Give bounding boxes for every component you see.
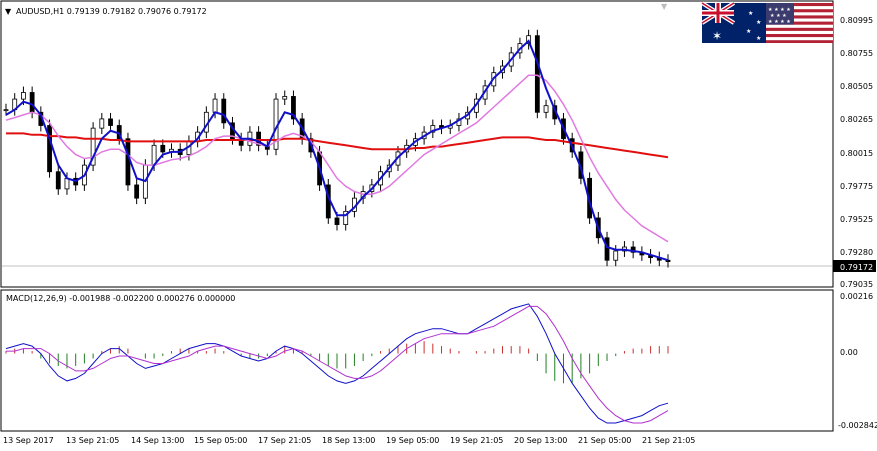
signal-line xyxy=(6,305,669,424)
candle-body xyxy=(613,250,619,261)
australia-flag-icon: ✶ ★ ★ ★ ★ xyxy=(700,1,766,43)
candle-body xyxy=(291,96,296,120)
price-tick-0: 0.80995 xyxy=(840,16,873,25)
candle-body xyxy=(604,237,610,261)
candle-body xyxy=(212,98,218,113)
candle-body xyxy=(47,125,52,173)
candle-body xyxy=(543,105,549,113)
time-label-10: 21 Sep 21:05 xyxy=(642,436,695,445)
macd-tick-1: 0.00 xyxy=(840,348,858,357)
candle-body xyxy=(108,118,113,126)
candle-body xyxy=(134,184,140,199)
time-label-4: 17 Sep 21:05 xyxy=(258,436,311,445)
candle-body xyxy=(55,171,61,190)
svg-text:★: ★ xyxy=(748,10,753,17)
macd-tick-0: 0.00216 xyxy=(840,292,873,301)
candle-body xyxy=(534,35,540,113)
price-axis: 0.80995 0.80755 0.80505 0.80265 0.80015 … xyxy=(833,16,876,289)
candle-body xyxy=(256,131,262,146)
time-label-9: 21 Sep 05:00 xyxy=(578,436,631,445)
candle-body xyxy=(29,92,35,113)
candle-body xyxy=(665,259,671,262)
candle-body xyxy=(221,98,227,124)
svg-text:★ ★ ★ ★: ★ ★ ★ ★ xyxy=(768,7,791,13)
current-price-label: 0.79172 xyxy=(840,263,873,272)
macd-panel[interactable] xyxy=(0,289,834,432)
candle-body xyxy=(64,177,70,190)
candle-body xyxy=(430,125,436,133)
candle-body xyxy=(282,96,288,100)
price-tick-4: 0.80015 xyxy=(840,149,873,158)
svg-text:★ ★ ★ ★: ★ ★ ★ ★ xyxy=(768,19,791,25)
price-tick-2: 0.80505 xyxy=(840,82,873,91)
macd-info: MACD(12,26,9) -0.001988 -0.002200 0.0002… xyxy=(6,294,235,303)
time-label-1: 13 Sep 21:05 xyxy=(66,436,119,445)
price-tick-7: 0.79280 xyxy=(840,248,873,257)
macd-tick-2: -0.002842 xyxy=(838,421,877,430)
candle-body xyxy=(630,246,636,253)
candle-body xyxy=(3,109,9,112)
svg-text:✶: ✶ xyxy=(712,29,722,43)
svg-text:★: ★ xyxy=(746,28,751,35)
price-tick-1: 0.80755 xyxy=(840,49,873,58)
svg-text:★: ★ xyxy=(756,35,761,42)
candle-body xyxy=(343,210,349,225)
dropdown-triangle-icon[interactable]: ▼ xyxy=(5,7,12,16)
candle-body xyxy=(125,138,131,186)
time-label-0: 13 Sep 2017 xyxy=(3,436,54,445)
time-label-2: 14 Sep 13:00 xyxy=(131,436,184,445)
time-label-5: 18 Sep 13:00 xyxy=(322,436,375,445)
current-price-box xyxy=(833,260,876,272)
usa-flag-icon: ★ ★ ★ ★ ★ ★ ★ ★ ★ ★ ★ xyxy=(766,3,833,43)
time-axis: 13 Sep 2017 13 Sep 21:05 14 Sep 13:00 15… xyxy=(3,436,695,445)
price-tick-5: 0.79775 xyxy=(840,182,873,191)
candle-body xyxy=(99,118,105,129)
candle-body xyxy=(334,217,340,225)
symbol-info: AUDUSD,H1 0.79139 0.79182 0.79076 0.7917… xyxy=(16,7,207,16)
candle-body xyxy=(90,127,96,166)
svg-text:★: ★ xyxy=(756,19,761,26)
svg-text:★ ★ ★: ★ ★ ★ xyxy=(770,13,787,19)
time-label-6: 19 Sep 05:00 xyxy=(386,436,439,445)
time-label-8: 20 Sep 13:00 xyxy=(514,436,567,445)
candle-body xyxy=(21,92,26,100)
price-tick-6: 0.79525 xyxy=(840,215,873,224)
macd-line xyxy=(5,303,669,424)
candle-body xyxy=(160,144,166,153)
ma-slow-line xyxy=(6,132,669,159)
time-label-7: 19 Sep 21:05 xyxy=(450,436,503,445)
ma-mid-line xyxy=(5,74,669,243)
price-tick-8: 0.79035 xyxy=(840,280,873,289)
ma-fast-line xyxy=(5,39,669,262)
scroll-marker-icon: ▼ xyxy=(661,2,668,11)
price-tick-3: 0.80265 xyxy=(840,115,873,124)
time-label-3: 15 Sep 05:00 xyxy=(194,436,247,445)
